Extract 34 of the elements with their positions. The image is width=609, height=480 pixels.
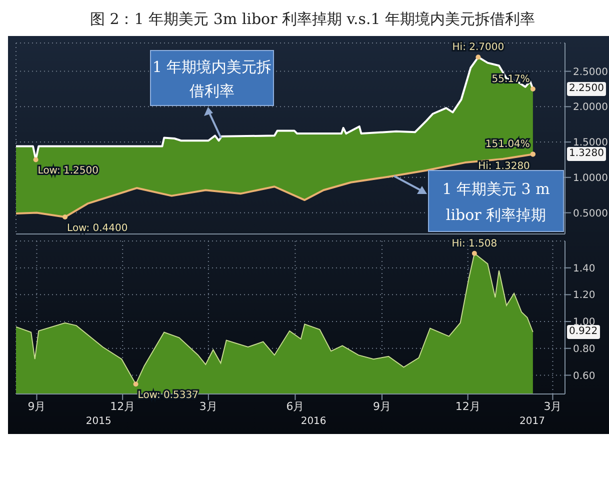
x-tick-label: 6月 [286,400,304,413]
annotation: 2.2500 [567,82,606,96]
text: 1 年期境内美元拆借利率 [150,50,274,106]
annotation: Low: 0.4400 [67,223,128,234]
x-tick-label: 9月 [28,400,46,413]
y-tick-label: 1.0000 [573,172,608,184]
annotation: Hi: 2.7000 [452,42,504,54]
y-tick-label: 1.5000 [573,138,608,149]
y-tick-label: 2.0000 [573,102,608,114]
y-tick-label: 1.20 [573,290,596,302]
x-tick-label: 3月 [544,400,562,413]
text: 2017 [518,416,546,427]
text: 2015 [84,416,112,427]
x-tick-label: 9月 [373,400,391,413]
annotation: 1.3280 [567,147,606,162]
y-tick-label: 0.60 [573,370,596,382]
x-tick-label: 3月 [199,400,218,413]
point [530,152,536,157]
chart-title: 图 2：1 年期美元 3m libor 利率掉期 v.s.1 年期境内美元拆借利率 [88,10,536,29]
y-tick-label: 1.40 [573,263,596,274]
text: 2016 [300,416,328,427]
series-label: 1 年期美元 3 m libor 利率掉期 [442,180,550,224]
annotation: 0.922 [567,324,600,339]
annotation: 151.04% [485,139,530,150]
y-tick-label: 0.5000 [573,208,608,220]
annotation: 55.17% [492,74,530,85]
y-tick-label: 0.80 [573,344,596,355]
x-tick-label: 12月 [110,400,136,413]
x-tick-label: 12月 [455,400,480,413]
annotation: Hi: 1.508 [452,238,498,250]
annotation: Hi: 1.3280 [478,161,530,172]
annotation: Low: 1.2500 [38,166,98,177]
point [62,214,68,220]
y-tick-label: 2.5000 [573,66,608,78]
